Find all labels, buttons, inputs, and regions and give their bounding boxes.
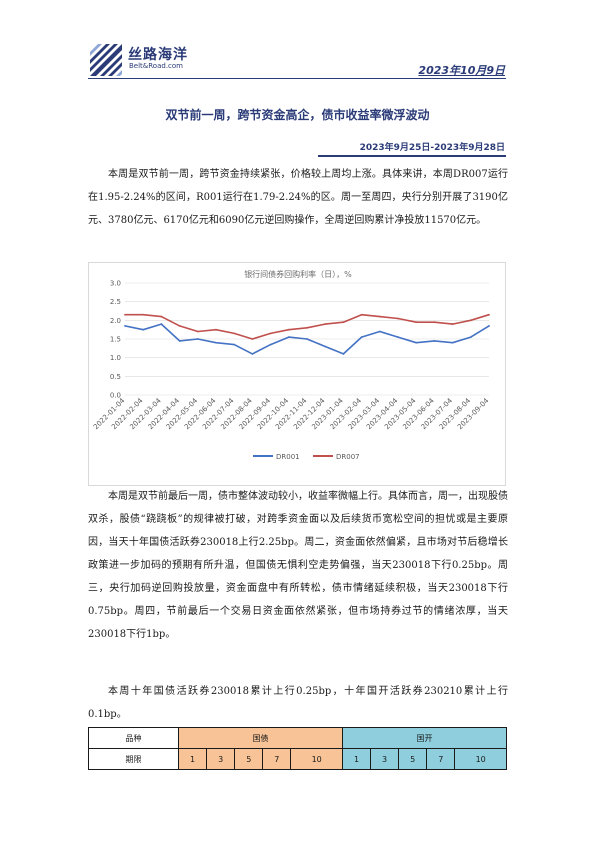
data-point-dr007: [306, 326, 308, 329]
data-point-dr007: [142, 313, 145, 316]
table-cell-term: 10: [290, 748, 343, 770]
data-point-dr001: [160, 323, 163, 325]
logo-subtitle: Belt&Road.com: [129, 62, 183, 70]
paragraph-liquidity: 本周是双节前一周，跨节资金持续紧张，价格较上周均上涨。具体来讲，本周DR007运…: [88, 169, 508, 226]
data-point-dr007: [160, 315, 163, 318]
table-cell-term: 5: [398, 748, 428, 770]
data-point-dr001: [178, 339, 181, 342]
data-point-dr007: [269, 332, 272, 335]
table-header-gz: 国债: [178, 727, 343, 749]
data-point-dr001: [433, 339, 436, 342]
data-point-dr001: [415, 341, 418, 344]
logo-name: 丝路海洋: [128, 47, 188, 63]
y-tick-label: 3.0: [110, 280, 121, 288]
data-point-dr007: [287, 328, 290, 331]
data-point-dr007: [233, 332, 236, 335]
data-point-dr001: [360, 336, 363, 339]
data-point-dr001: [469, 336, 472, 339]
legend-label-dr001: DR001: [276, 453, 300, 461]
table-row: 期限 1 3 5 7 10 1 3 5 7 10: [88, 748, 507, 770]
table-cell-label: 期限: [88, 748, 179, 770]
y-tick-label: 2.0: [110, 317, 121, 325]
table-cell-term: 5: [234, 748, 264, 770]
data-point-dr007: [196, 330, 199, 333]
table-cell-label: 品种: [88, 727, 179, 749]
paragraph-summary: 本周十年国债活跃券230018累计上行0.25bp，十年国开活跃券230210累…: [88, 686, 508, 720]
data-point-dr007: [469, 319, 472, 322]
data-point-dr007: [124, 313, 126, 316]
data-point-dr001: [306, 338, 308, 340]
data-point-dr001: [215, 341, 217, 344]
header-divider: [88, 78, 506, 79]
data-point-dr001: [287, 336, 290, 339]
data-point-dr007: [433, 321, 436, 324]
data-point-dr001: [269, 343, 272, 346]
repo-rate-chart: 银行间债券回购利率（日），% 0.0 0.5 1.0 1.5 2.0 2.5 3.0 2022-…: [88, 262, 506, 486]
data-point-dr007: [251, 338, 254, 340]
paragraph-bond-market: 本周是双节前最后一周，债市整体波动较小，收益率微幅上行。具体而言，周一，出现股债…: [88, 491, 508, 640]
table-header-gk: 国开: [341, 727, 508, 749]
data-point-dr001: [451, 341, 454, 344]
data-point-dr001: [124, 325, 126, 327]
data-point-dr001: [342, 353, 345, 355]
legend-label-dr007: DR007: [336, 453, 360, 461]
series-line-dr007: [125, 313, 490, 340]
data-point-dr001: [397, 336, 399, 339]
data-point-dr007: [488, 313, 490, 316]
data-point-dr001: [142, 328, 145, 331]
data-point-dr001: [233, 343, 236, 346]
y-tick-label: 1.5: [110, 336, 121, 344]
data-point-dr007: [415, 321, 418, 324]
table-cell-term: 10: [454, 748, 507, 770]
report-date: 2023年10月9日: [418, 64, 505, 77]
table-cell-term: 7: [426, 748, 456, 770]
data-point-dr007: [215, 328, 217, 331]
data-point-dr007: [378, 315, 381, 318]
data-point-dr007: [324, 323, 327, 325]
data-point-dr007: [178, 325, 181, 327]
chart-title: 银行间债券回购利率（日），%: [244, 269, 352, 279]
table-cell-term: 7: [262, 748, 292, 770]
data-point-dr007: [342, 321, 345, 324]
y-tick-label: 0.0: [110, 392, 121, 400]
data-point-dr007: [451, 323, 454, 325]
data-point-dr007: [360, 313, 363, 316]
date-range: 2023年9月25日-2023年9月28日: [359, 143, 505, 153]
data-point-dr001: [488, 325, 490, 327]
data-point-dr001: [324, 345, 327, 348]
table-cell-term: 1: [341, 748, 372, 770]
logo-icon: [90, 44, 122, 76]
report-title: 双节前一周，跨节资金高企，债市收益率微浮波动: [165, 108, 430, 122]
yield-table: 品种 国债 国开 期限 1 3 5 7 10 1 3 5 7 10: [88, 727, 508, 770]
date-range-divider: [318, 155, 506, 157]
table-row: 品种 国债 国开: [88, 727, 508, 749]
data-point-dr007: [397, 317, 399, 320]
table-cell-term: 1: [177, 748, 208, 770]
y-tick-label: 1.0: [110, 354, 121, 362]
data-point-dr001: [196, 338, 199, 340]
table-cell-term: 3: [206, 748, 236, 770]
repo-rate-chart-svg: 银行间债券回购利率（日），%0.00.51.01.52.02.53.02022-…: [92, 269, 491, 461]
data-point-dr001: [378, 330, 381, 333]
data-point-dr001: [251, 353, 254, 355]
table-cell-term: 3: [370, 748, 400, 770]
y-tick-label: 2.5: [110, 298, 121, 306]
y-tick-label: 0.5: [110, 373, 121, 381]
